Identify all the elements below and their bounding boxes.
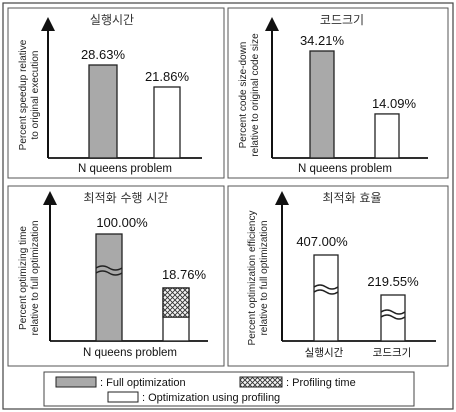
legend-label-full: : Full optimization <box>100 377 186 389</box>
y-axis-label-line2: relative to full optimization <box>259 220 270 335</box>
bar-full-optimization <box>309 50 335 159</box>
panel-border <box>7 185 225 367</box>
bar-profiling-time <box>162 287 190 318</box>
bar-execution-time <box>313 254 339 342</box>
axis-break-mark <box>313 284 339 295</box>
x-axis-label: N queens problem <box>298 163 392 175</box>
data-label: 18.76% <box>162 267 207 282</box>
bar-full-optimization <box>88 64 118 159</box>
chart-title: 최적화 수행 시간 <box>84 190 169 205</box>
y-axis-label-line2: to original execution <box>30 51 41 140</box>
y-axis-label-line2: relative to original code size <box>250 33 261 157</box>
legend-box <box>43 371 415 407</box>
panel-border <box>227 7 449 179</box>
legend-swatch-profiling-time <box>239 376 283 388</box>
bar-optimization-using-profiling <box>374 113 400 159</box>
data-label: 100.00% <box>96 215 148 230</box>
data-label: 34.21% <box>300 33 345 48</box>
axis-break-mark <box>95 265 123 276</box>
panel-speedup: 실행시간 Percent speedup relative to origina… <box>7 7 225 179</box>
panel-optimizing-time: 최적화 수행 시간 Percent optimizing time relati… <box>7 185 225 367</box>
legend-swatch-full <box>55 376 97 388</box>
data-label: 21.86% <box>145 69 190 84</box>
y-axis-label-line1: Percent optimization efficiency <box>247 211 258 346</box>
x-tick-label: 실행시간 <box>305 347 344 359</box>
axis-break-mark <box>380 309 406 320</box>
panel-optimization-efficiency: 최적화 효율 Percent optimization efficiency r… <box>227 185 449 367</box>
x-tick-label: 코드크기 <box>373 347 412 359</box>
data-label: 28.63% <box>81 47 126 62</box>
data-label: 219.55% <box>367 274 419 289</box>
chart-title: 최적화 효율 <box>322 191 381 205</box>
panel-border <box>227 185 449 367</box>
legend-label-profiling-opt: : Optimization using profiling <box>142 392 280 404</box>
y-axis-label-line1: Percent speedup relative <box>18 39 29 150</box>
legend: : Full optimization : Profiling time : O… <box>43 371 415 407</box>
bar-optimization-using-profiling <box>153 86 181 159</box>
y-axis-label-line2: relative to full optimization <box>30 220 41 335</box>
legend-label-profiling-time: : Profiling time <box>286 377 356 389</box>
y-axis-label-line1: Percent optimizing time <box>18 226 29 330</box>
chart-title: 실행시간 <box>90 12 134 27</box>
data-label: 14.09% <box>372 96 417 111</box>
x-axis-label: N queens problem <box>78 163 172 175</box>
chart-title: 코드크기 <box>320 13 364 27</box>
data-label: 407.00% <box>296 234 348 249</box>
y-axis-label-line1: Percent code size-down <box>238 42 249 149</box>
panel-border <box>7 7 225 179</box>
x-axis-label: N queens problem <box>83 347 177 359</box>
panel-code-size: 코드크기 Percent code size-down relative to … <box>227 7 449 179</box>
bar-full-optimization <box>95 233 123 342</box>
legend-swatch-profiling-opt <box>107 391 139 403</box>
